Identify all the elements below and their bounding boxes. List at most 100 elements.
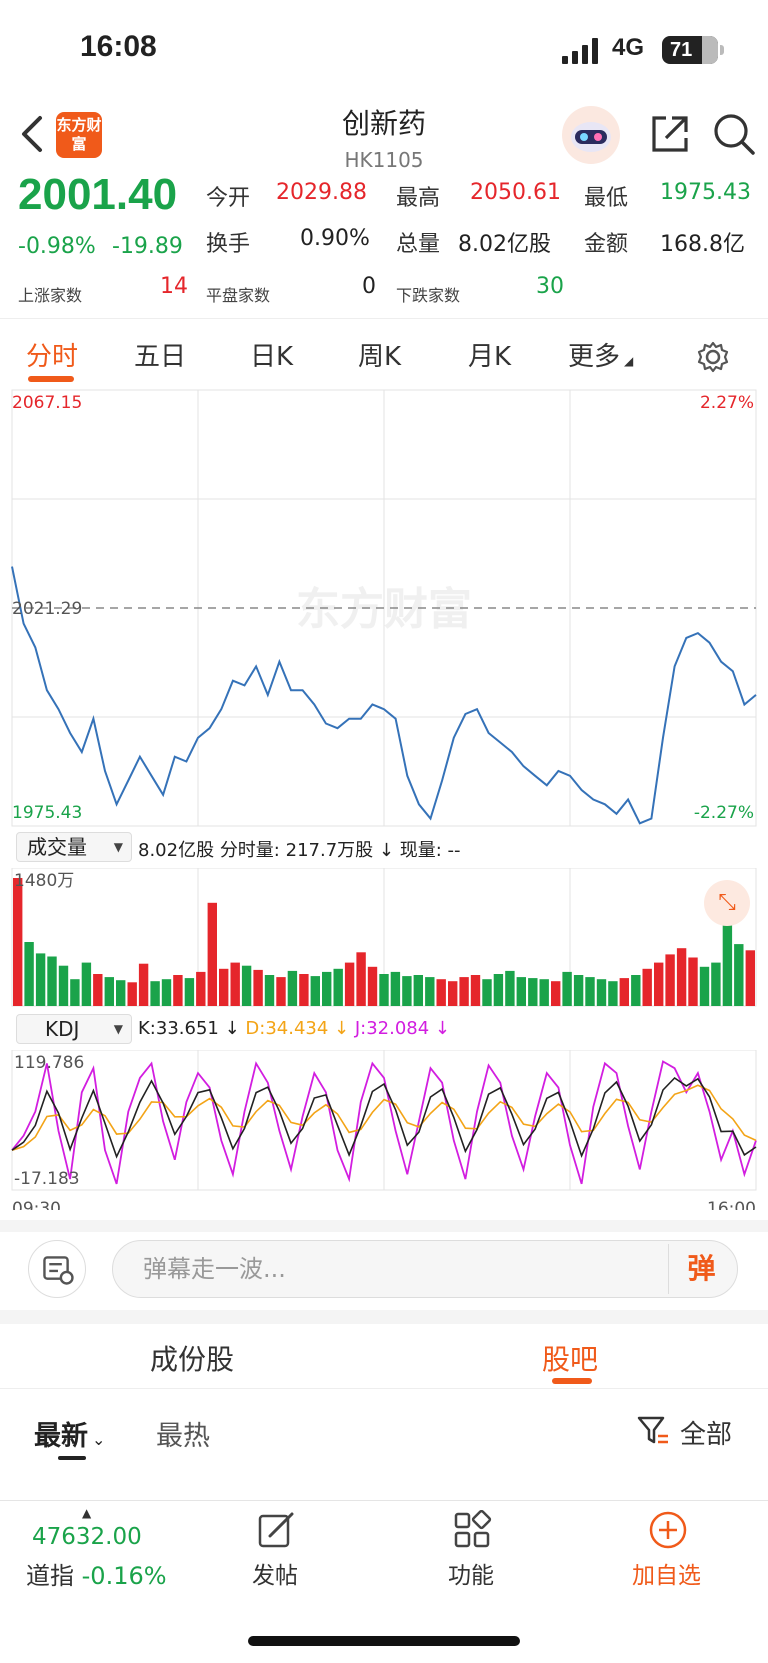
change-amount: -19.89 [112,234,183,259]
volume-bar [402,976,412,1006]
divider [0,1388,768,1389]
volume-bar [344,962,355,1006]
intraday-chart[interactable]: 东方财富 2067.15 2021.29 1975.43 2.27% -2.27… [0,388,768,828]
indicator-selector-kdj[interactable]: KDJ ▼ [16,1014,132,1044]
minute-volume-label: 分时量: [219,840,280,861]
page-title: 创新药 [341,107,426,140]
kdj-j-line [11,1060,757,1185]
open-value: 2029.88 [276,180,367,205]
volume-value: 8.02亿股 [458,232,551,257]
volume-bar [287,970,298,1006]
divider [0,318,768,319]
tab-underline [28,376,74,382]
volume-bar [299,974,309,1006]
turnover-label: 换手 [206,232,251,257]
volume-bar [367,966,378,1006]
tab-five-day[interactable]: 五日 [134,342,187,372]
time-end-label: 16:00 [707,1199,756,1210]
tab-guba[interactable]: 股吧 [542,1343,599,1376]
add-watchlist-icon[interactable] [648,1510,688,1550]
kdj-chart[interactable]: 119.786 -17.183 09:30 16:00 [0,1050,768,1210]
apps-grid-icon[interactable] [452,1510,492,1550]
assistant-robot-icon[interactable] [562,106,620,164]
volume-bar [35,953,46,1006]
kdj-d-line [11,1084,757,1151]
functions-label[interactable]: 功能 [448,1563,494,1589]
tab-more[interactable]: 更多 ◢ [568,336,633,373]
filter-latest[interactable]: 最新 ⌄ [34,1414,105,1453]
status-time: 16:08 [80,30,157,63]
volume-bar [470,975,481,1006]
index-change: -0.16% [81,1562,167,1590]
up-count: 14 [160,274,188,299]
add-watchlist-label[interactable]: 加自选 [632,1563,701,1589]
index-ticker[interactable]: 道指 -0.16% [26,1556,167,1591]
volume-bar [654,962,664,1006]
volume-bar [562,971,572,1006]
tab-constituents[interactable]: 成份股 [150,1343,235,1376]
share-icon[interactable] [648,112,692,156]
battery-icon: 71 [662,36,724,64]
volume-bar [505,970,515,1006]
volume-bar [699,966,710,1006]
danmaku-settings-icon[interactable] [28,1240,86,1298]
volume-bar [493,974,504,1006]
filter-all[interactable]: 全部 [680,1420,733,1450]
volume-bar [688,957,698,1006]
volume-bar [47,956,57,1006]
tab-daily-k[interactable]: 日K [250,342,294,372]
expand-icon[interactable]: ⤡ [704,880,750,926]
tab-intraday[interactable]: 分时 [26,342,79,372]
index-value[interactable]: 47632.00 [32,1524,142,1550]
volume-bar [436,979,446,1006]
tab-more-label: 更多 [568,342,621,372]
volume-bar [608,981,618,1006]
low-value: 1975.43 [660,180,751,205]
arrow-down-icon: ↓ [328,1018,355,1039]
volume-bar [104,977,114,1006]
down-count: 30 [536,274,564,299]
search-icon[interactable] [712,112,756,156]
edit-post-icon[interactable] [256,1510,296,1550]
high-label: 最高 [396,186,441,211]
volume-max-label: 1480万 [14,871,74,891]
kdj-j-value: J:32.084 [354,1018,430,1039]
home-indicator[interactable] [248,1636,520,1646]
flat-count-label: 平盘家数 [206,286,271,305]
volume-bar [173,975,183,1006]
post-label[interactable]: 发帖 [252,1563,298,1589]
open-label: 今开 [206,186,251,211]
volume-chart[interactable]: 1480万 [0,868,768,1008]
volume-bar [482,979,492,1006]
current-volume-label: 现量: [399,840,442,861]
danmaku-input[interactable]: 弹幕走一波... [112,1240,738,1298]
volume-bar [551,981,561,1006]
volume-bar [138,963,149,1006]
low-label: 最低 [584,186,629,211]
down-count-label: 下跌家数 [396,286,461,305]
back-icon[interactable] [18,112,48,156]
kdj-max-label: 119.786 [14,1053,84,1073]
volume-bar [665,954,675,1006]
arrow-down-icon: ↓ [218,1018,246,1039]
volume-bar [711,962,721,1006]
volume-bar [241,965,252,1006]
amount-label: 金额 [584,232,629,257]
danmaku-send-button[interactable]: 弹 [668,1244,734,1294]
volume-bar [585,977,595,1006]
kdj-d-value: D:34.434 [245,1018,329,1039]
change-percent: -0.98% [18,234,96,259]
settings-gear-icon[interactable] [696,340,730,374]
kdj-selector-label: KDJ [45,1017,80,1041]
volume-bar [322,971,332,1006]
tab-monthly-k[interactable]: 月K [468,342,512,372]
filter-icon[interactable] [636,1414,670,1448]
volume-bar [230,962,240,1006]
volume-bar [184,978,195,1006]
filter-hot[interactable]: 最热 [156,1421,210,1452]
chevron-down-icon: ⌄ [92,1430,106,1449]
indicator-selector-volume[interactable]: 成交量 ▼ [16,832,132,862]
kdj-info: K:33.651 ↓ D:34.434 ↓ J:32.084 ↓ [138,1018,450,1039]
time-start-label: 09:30 [12,1199,61,1210]
tab-weekly-k[interactable]: 周K [358,342,402,372]
